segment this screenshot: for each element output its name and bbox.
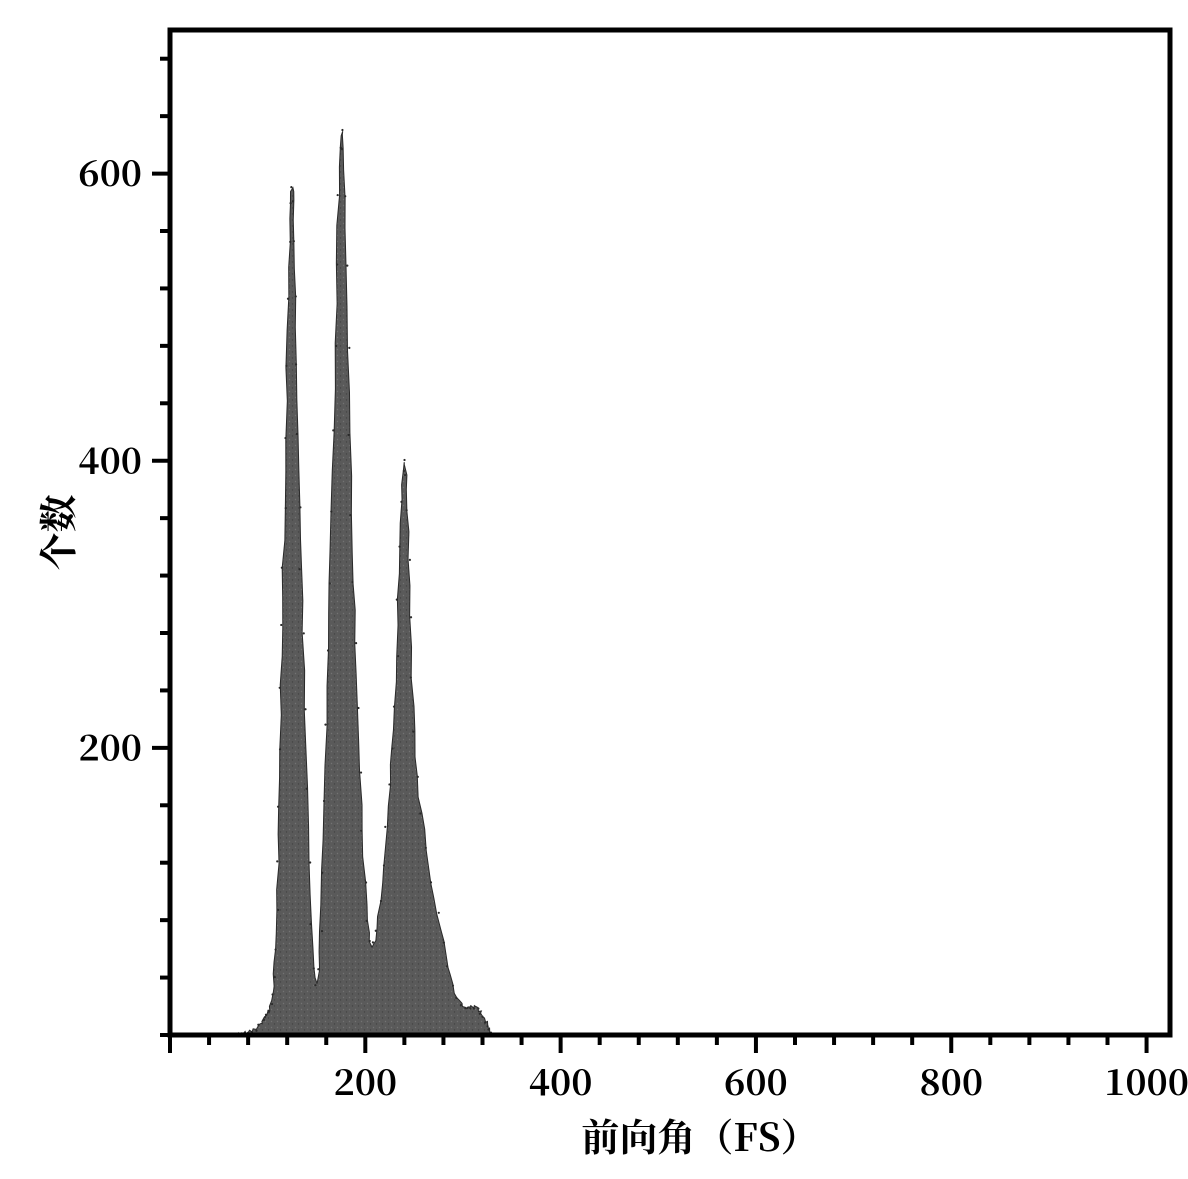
y-tick-label: 400	[78, 433, 142, 484]
x-tick-label: 800	[919, 1055, 983, 1106]
x-axis-label: 前向角（FS）	[581, 1107, 818, 1162]
y-axis-label: 个数	[28, 494, 83, 570]
x-tick-label: 600	[724, 1055, 788, 1106]
x-tick-label: 400	[529, 1055, 593, 1106]
x-tick-label: 1000	[1104, 1055, 1188, 1106]
chart-svg: 200 400 600 800 1000 前向角（FS） 200 400 600 个数	[0, 0, 1188, 1179]
y-tick-label: 200	[78, 720, 142, 771]
x-tick-label: 200	[334, 1055, 398, 1106]
histogram-chart: 200 400 600 800 1000 前向角（FS） 200 400 600 个数	[0, 0, 1188, 1179]
y-tick-label: 600	[78, 146, 142, 197]
